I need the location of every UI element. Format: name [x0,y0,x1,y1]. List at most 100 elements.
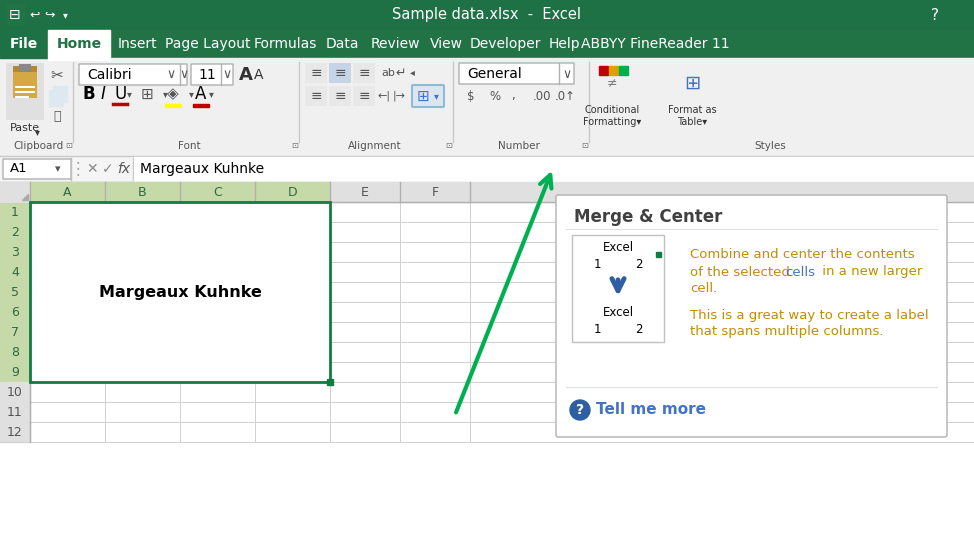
Bar [0,362,30,382]
Text: D: D [287,185,297,199]
FancyBboxPatch shape [79,64,187,85]
Text: ?: ? [576,403,584,417]
Text: ∨: ∨ [179,68,189,82]
Text: ≡: ≡ [310,89,321,103]
Text: 1: 1 [593,323,601,336]
Text: Format as
Table▾: Format as Table▾ [668,105,716,127]
Text: ≡: ≡ [358,66,370,80]
Text: 8: 8 [11,346,19,359]
Text: ≠: ≠ [607,77,618,89]
Text: ✕: ✕ [86,162,97,176]
Text: E: E [361,185,369,199]
Text: 2: 2 [11,225,19,239]
Text: Sample data.xlsx  -  Excel: Sample data.xlsx - Excel [393,8,581,23]
FancyBboxPatch shape [3,159,71,179]
Bar [0,182,974,202]
Text: ✓: ✓ [102,162,114,176]
Bar [49,90,63,106]
Text: ,: , [511,89,514,103]
Text: View: View [430,37,463,51]
Text: 7: 7 [11,325,19,339]
Bar [330,182,400,202]
Text: B: B [83,85,95,103]
Circle shape [570,400,590,420]
Text: ▾: ▾ [433,91,438,101]
Text: Page Layout: Page Layout [165,37,250,51]
Bar [675,63,709,103]
Text: ∨: ∨ [167,68,175,82]
Text: Insert: Insert [118,37,158,51]
Text: ↵: ↵ [395,67,405,79]
Text: ≡: ≡ [334,89,346,103]
Text: Formulas: Formulas [253,37,317,51]
Text: ⊞: ⊞ [141,87,154,102]
Bar [0,58,974,156]
Bar [572,235,664,342]
Text: ↪: ↪ [45,8,56,22]
Text: ◈: ◈ [167,87,179,102]
Bar [165,104,181,107]
Bar [305,86,327,106]
Bar [193,104,209,107]
Text: 4: 4 [11,265,19,279]
Text: Developer: Developer [469,37,542,51]
Bar [0,402,30,422]
Text: 5: 5 [11,285,19,299]
Text: ⊞: ⊞ [684,73,700,93]
Bar [0,342,30,362]
Text: 2: 2 [635,258,643,271]
Text: 🖌: 🖌 [54,109,60,123]
Text: A: A [195,85,206,103]
Bar [19,64,31,72]
Text: ⊡: ⊡ [445,142,453,150]
Bar [329,86,351,106]
Bar [15,96,29,98]
Bar [0,182,30,202]
Bar [0,382,30,402]
Bar [15,91,35,93]
Text: %: % [489,89,500,103]
FancyBboxPatch shape [412,85,444,107]
Bar [0,302,30,322]
Text: ⊟: ⊟ [9,8,20,22]
Bar [0,30,48,58]
Text: A1: A1 [10,163,27,175]
Text: ∨: ∨ [222,68,232,82]
Bar [30,202,330,382]
Text: Font: Font [177,141,201,151]
Text: cells: cells [785,265,815,279]
Bar [0,422,30,442]
Bar [53,86,67,102]
Text: ←|: ←| [377,91,390,101]
Text: This is a great way to create a label: This is a great way to create a label [690,309,928,321]
Text: Excel: Excel [603,306,633,319]
Text: $: $ [467,89,474,103]
Text: ▾: ▾ [62,10,67,20]
Bar [48,30,110,60]
Text: Conditional
Formatting▾: Conditional Formatting▾ [582,105,641,127]
Text: fx: fx [118,162,131,176]
Text: Data: Data [325,37,359,51]
Polygon shape [22,194,28,200]
Text: Alignment: Alignment [348,141,402,151]
Bar [13,66,37,72]
Bar [0,262,30,282]
Bar [353,86,375,106]
Bar [576,256,618,273]
Text: Margeaux Kuhnke: Margeaux Kuhnke [98,285,261,300]
Text: ABBYY FineReader 11: ABBYY FineReader 11 [581,37,730,51]
Text: ▾: ▾ [56,164,60,174]
Text: Review: Review [370,37,420,51]
Text: |→: |→ [393,91,406,101]
Bar [576,239,660,256]
Text: A: A [254,68,264,82]
Text: ▾: ▾ [163,89,168,99]
Bar [353,63,375,83]
Text: 12: 12 [7,426,22,438]
Bar [618,321,660,338]
Text: C: C [213,185,222,199]
Bar [5,4,25,24]
Text: 11: 11 [198,68,216,82]
Bar [0,242,30,262]
Text: Paste: Paste [10,123,40,133]
